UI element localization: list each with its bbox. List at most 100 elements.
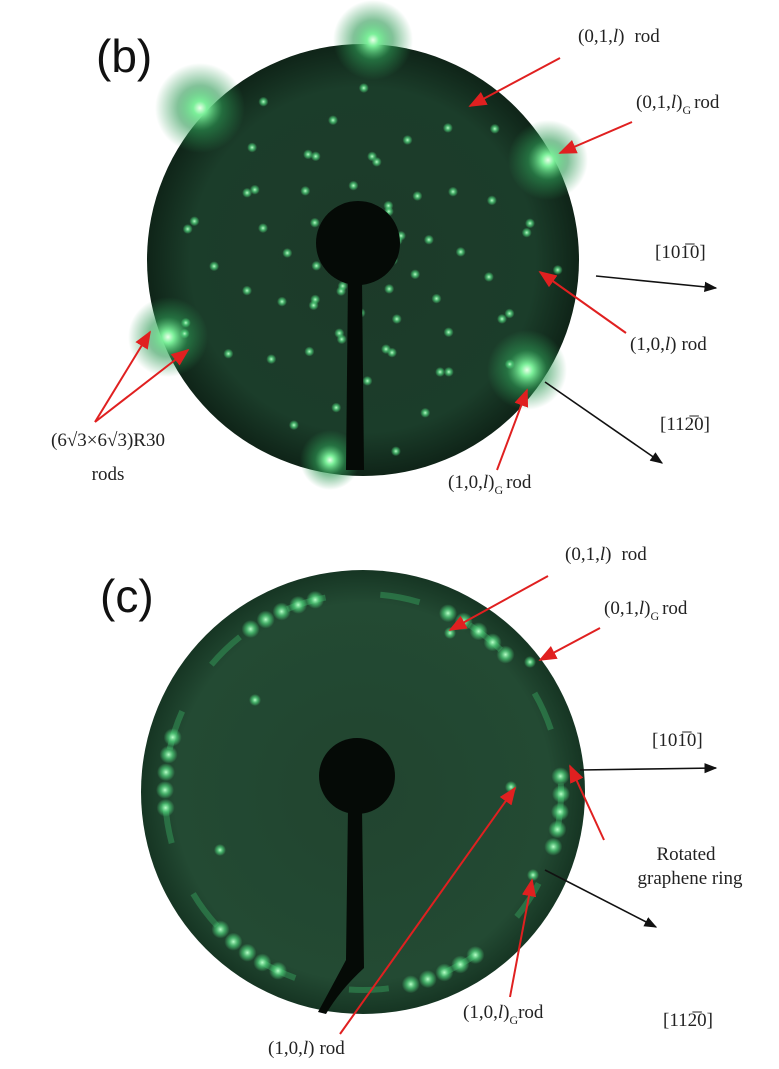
spot [156,781,174,799]
annotation: (1,0,l)Grod [463,1002,544,1027]
spot [310,218,320,228]
spot [289,596,307,614]
spot [497,646,515,664]
spot [266,354,276,364]
spot [209,261,219,271]
spot [548,820,566,838]
spot [551,803,569,821]
annotation: rods [92,464,125,485]
spot [384,284,394,294]
page: {"panels": [ {"label": "(b)", "annotatio… [0,0,779,1069]
spot [212,920,230,938]
spot [362,376,372,386]
spot [484,272,494,282]
annotation: (6√3×6√3)R30 [51,430,165,451]
spot [306,591,324,609]
spot [273,603,291,621]
spot [444,327,454,337]
spot [490,124,500,134]
spot [497,314,507,324]
beam-stop [319,738,395,814]
spot [419,970,437,988]
direction-label: [101̅0] [652,730,703,751]
spot [348,181,358,191]
spot [470,622,488,640]
spot [334,328,344,338]
spot [238,944,256,962]
spot [444,367,454,377]
spot [372,157,382,167]
spot [282,248,292,258]
spot [381,344,391,354]
spot [403,135,413,145]
arrow [540,628,600,660]
spot [424,235,434,245]
annotation: (1,0,l)rod [630,334,707,355]
spot [412,191,422,201]
panel-label: (b) [96,30,152,82]
spot [505,781,517,793]
spot [157,799,175,817]
spot [435,964,453,982]
spot [277,297,287,307]
spot [525,218,535,228]
annotation: graphene ring [638,868,743,889]
spot [487,330,567,410]
spot [443,123,453,133]
spot [253,954,271,972]
spot [181,318,191,328]
arrow [95,332,150,422]
arrow [580,768,716,770]
spot [300,186,310,196]
spot [223,349,233,359]
spot [456,247,466,257]
spot [552,785,570,803]
spot [505,359,515,369]
spot [311,151,321,161]
direction-label: [101̅0] [655,242,706,263]
spot [333,0,413,80]
direction-label: [112̅0] [660,414,710,435]
spot [522,228,532,238]
spot [524,656,536,668]
arrow [596,276,716,288]
spot [328,115,338,125]
spot [448,187,458,197]
spot [311,261,321,271]
spot [391,446,401,456]
spot [249,694,261,706]
spot [242,620,260,638]
annotation: (1,0,l)Grod [448,472,532,497]
spot [304,347,314,357]
spot [257,611,275,629]
spot [214,844,226,856]
figure: (b) (0,1,l)rod (0,1,l)Grod [101̅0] (1,0,… [0,0,779,1069]
spot [258,97,268,107]
spot [242,286,252,296]
spot [189,216,199,226]
spot [258,223,268,233]
spot [551,767,569,785]
panel-label: (c) [100,570,154,622]
spot [392,314,402,324]
spot [544,838,562,856]
spot [164,728,182,746]
annotation: (0,1,l)rod [565,544,647,565]
spot [410,269,420,279]
direction-label: [112̅0] [663,1010,713,1031]
spot [250,185,260,195]
spot [183,224,193,234]
spot [310,295,320,305]
spot [420,408,430,418]
spot [487,195,497,205]
annotation: Rotated [656,844,716,865]
beam-stop-holder [346,280,364,470]
beam-stop [316,201,400,285]
spot [451,956,469,974]
spot [439,604,457,622]
annotation: (1,0,l)rod [268,1038,345,1059]
